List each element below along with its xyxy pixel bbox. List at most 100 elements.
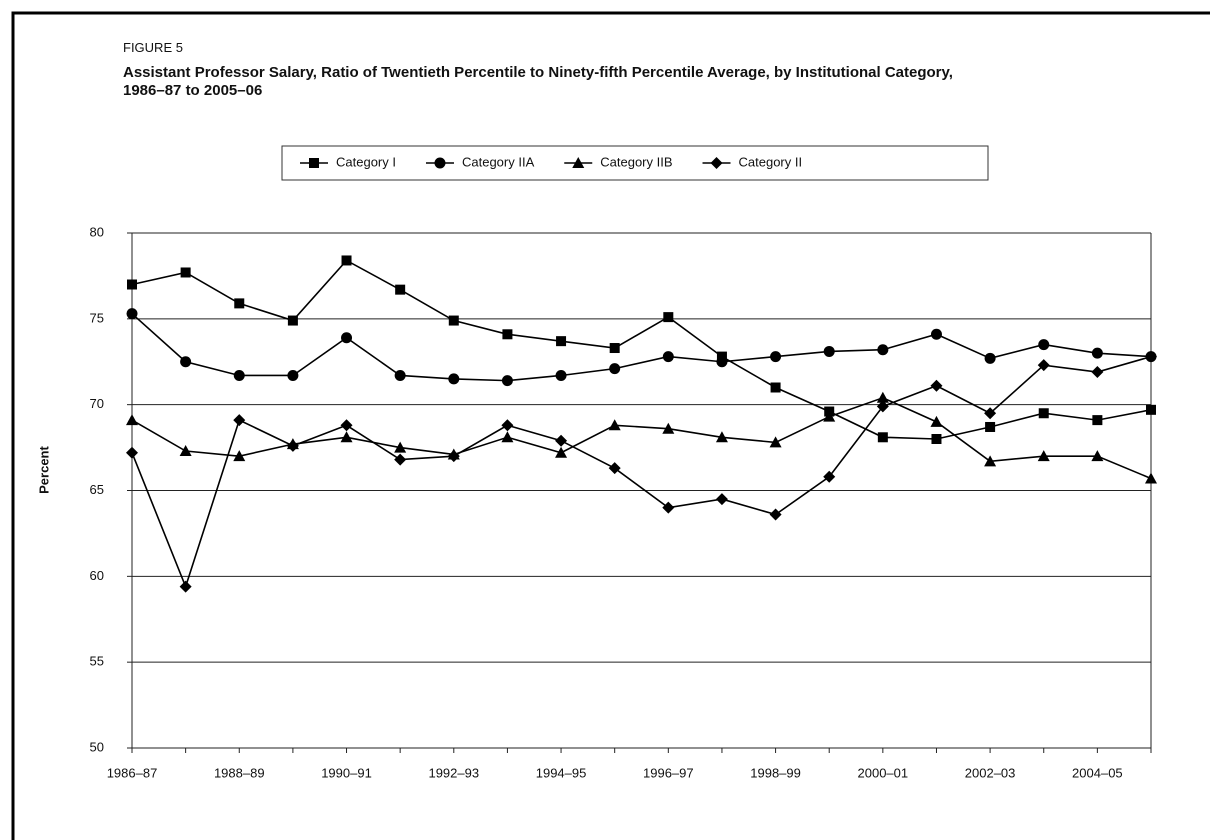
- marker: [608, 419, 621, 431]
- x-tick-label: 1998–99: [750, 765, 801, 780]
- x-tick-label: 1990–91: [321, 765, 372, 780]
- marker: [341, 255, 352, 266]
- marker: [609, 363, 621, 375]
- marker: [984, 407, 997, 420]
- x-tick-label: 1992–93: [428, 765, 479, 780]
- y-tick-label: 55: [90, 654, 104, 669]
- marker: [233, 450, 246, 462]
- marker: [823, 410, 836, 422]
- marker: [769, 436, 782, 448]
- marker: [930, 415, 943, 427]
- y-tick-label: 65: [90, 482, 104, 497]
- marker: [770, 351, 782, 363]
- marker: [1146, 404, 1156, 415]
- marker: [126, 308, 138, 320]
- x-tick-label: 2004–05: [1072, 765, 1123, 780]
- y-tick-label: 75: [90, 310, 104, 325]
- marker: [609, 343, 620, 354]
- series-line: [131, 396, 1152, 480]
- marker: [501, 419, 514, 432]
- marker: [394, 453, 407, 466]
- marker: [180, 356, 192, 368]
- legend-label: Category II: [739, 154, 803, 169]
- legend-label: Category IIB: [600, 154, 672, 169]
- marker: [823, 345, 835, 357]
- x-tick-label: 1994–95: [536, 765, 587, 780]
- legend-marker: [572, 157, 585, 168]
- marker: [930, 379, 943, 392]
- marker: [501, 375, 513, 387]
- frame: [11, 11, 1210, 840]
- marker: [1091, 450, 1104, 462]
- y-tick-label: 50: [90, 739, 104, 754]
- marker: [555, 369, 567, 381]
- marker: [180, 267, 191, 278]
- marker: [1037, 450, 1050, 462]
- marker: [448, 373, 460, 385]
- marker: [1091, 366, 1104, 379]
- marker: [1038, 339, 1050, 351]
- marker: [340, 431, 353, 443]
- marker: [447, 450, 460, 463]
- x-tick-label: 1986–87: [107, 765, 158, 780]
- legend-label: Category IIA: [462, 154, 535, 169]
- marker: [985, 421, 996, 432]
- marker: [662, 422, 675, 434]
- marker: [287, 315, 298, 326]
- marker: [394, 369, 406, 381]
- marker: [1145, 472, 1157, 484]
- marker: [662, 351, 674, 363]
- marker: [340, 419, 353, 432]
- legend-label: Category I: [336, 154, 396, 169]
- marker: [179, 445, 192, 457]
- x-tick-label: 1988–89: [214, 765, 265, 780]
- marker: [179, 580, 192, 593]
- marker: [1038, 408, 1049, 419]
- marker: [555, 446, 568, 458]
- marker: [823, 470, 836, 483]
- series-line: [131, 313, 1152, 382]
- marker: [608, 462, 621, 475]
- marker: [984, 455, 997, 467]
- y-tick-label: 60: [90, 568, 104, 583]
- marker: [501, 431, 514, 443]
- y-tick-label: 70: [90, 396, 104, 411]
- marker: [715, 493, 728, 506]
- legend-marker: [309, 158, 319, 168]
- marker: [233, 414, 246, 427]
- marker: [876, 400, 889, 413]
- marker: [931, 434, 942, 444]
- marker: [555, 434, 568, 447]
- marker: [233, 369, 245, 381]
- y-tick-label: 80: [90, 224, 104, 239]
- marker: [715, 431, 728, 443]
- marker: [877, 432, 888, 443]
- y-axis-label: Percent: [36, 445, 51, 493]
- marker: [877, 344, 889, 356]
- marker: [126, 446, 138, 459]
- marker: [1091, 347, 1103, 359]
- x-tick-label: 1996–97: [643, 765, 694, 780]
- chart-title: Assistant Professor Salary, Ratio of Twe…: [123, 64, 953, 99]
- marker: [286, 439, 299, 452]
- marker: [126, 414, 138, 426]
- marker: [1037, 359, 1050, 372]
- marker: [769, 508, 782, 521]
- marker: [556, 336, 567, 347]
- marker: [448, 315, 459, 326]
- marker: [234, 298, 245, 309]
- legend-marker: [434, 157, 446, 169]
- marker: [1145, 350, 1157, 363]
- marker: [984, 352, 996, 364]
- marker: [394, 441, 407, 453]
- marker: [663, 312, 674, 323]
- figure-label: FIGURE 5: [123, 40, 183, 55]
- marker: [716, 356, 728, 368]
- marker: [395, 284, 406, 295]
- marker: [876, 391, 889, 403]
- series-line: [131, 355, 1152, 589]
- series-line: [131, 259, 1152, 440]
- legend-box: [281, 145, 989, 181]
